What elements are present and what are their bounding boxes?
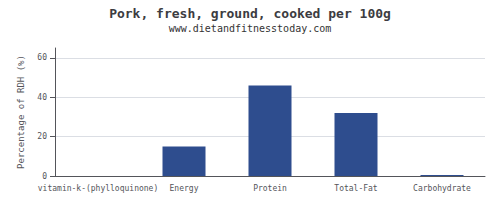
svg-text:vitamin-k-(phylloquinone): vitamin-k-(phylloquinone) xyxy=(38,184,158,193)
svg-text:Percentage of RDH (%): Percentage of RDH (%) xyxy=(16,55,26,169)
svg-text:0: 0 xyxy=(42,172,47,181)
svg-text:40: 40 xyxy=(37,93,47,102)
svg-text:www.dietandfitnesstoday.com: www.dietandfitnesstoday.com xyxy=(169,23,332,34)
svg-text:Protein: Protein xyxy=(253,184,287,193)
svg-text:Carbohydrate: Carbohydrate xyxy=(413,184,471,193)
svg-text:Energy: Energy xyxy=(170,184,199,193)
svg-text:60: 60 xyxy=(37,53,47,62)
svg-text:Total-Fat: Total-Fat xyxy=(334,184,378,193)
svg-text:Pork, fresh, ground, cooked pe: Pork, fresh, ground, cooked per 100g xyxy=(109,6,391,21)
svg-text:20: 20 xyxy=(37,132,47,141)
